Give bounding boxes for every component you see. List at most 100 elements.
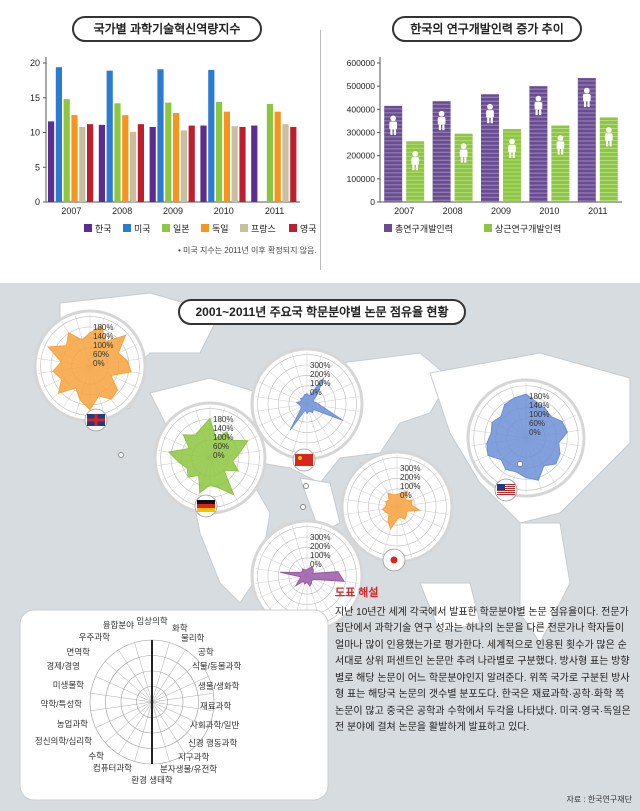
bar	[216, 101, 223, 202]
radar-ring-label: 0%	[400, 491, 412, 500]
flag-part	[497, 484, 505, 490]
legend-spoke	[104, 661, 153, 703]
flag-part	[295, 454, 313, 466]
bar	[63, 99, 70, 202]
legend-spoke	[151, 701, 186, 755]
field-label: 컴퓨터과학	[93, 763, 132, 773]
field-label: 경제/경영	[46, 661, 80, 671]
radar-spoke	[267, 541, 308, 577]
radar-spoke	[278, 360, 308, 405]
x-tick-label: 2010	[214, 206, 234, 216]
flag-part	[197, 500, 215, 504]
radar-ring-label: 0%	[310, 388, 322, 397]
x-tick-label: 2007	[394, 206, 414, 216]
land-shape	[519, 522, 571, 644]
y-tick-label: 15	[30, 93, 40, 103]
connector-dot	[517, 461, 523, 467]
person-icon	[486, 103, 494, 124]
bar	[251, 125, 258, 202]
radar-ring-label: 100%	[400, 482, 420, 491]
x-tick-label: 2009	[163, 206, 183, 216]
legend-swatch	[384, 224, 392, 232]
radar-ring-label: 100%	[310, 551, 330, 560]
flag-part	[497, 486, 515, 487]
radar-spoke	[259, 403, 308, 426]
radar-ring-label: 200%	[400, 473, 420, 482]
legend-swatch	[162, 224, 170, 232]
radar-cn: 300%200%100%0%	[250, 347, 364, 472]
radar-shape	[486, 393, 568, 481]
flag-part	[390, 556, 398, 564]
connector-dot	[303, 483, 309, 489]
bar	[529, 86, 548, 202]
bar	[114, 103, 121, 202]
connector-dot	[300, 504, 306, 510]
chart1-title: 국가별 과학기술혁신역량지수	[72, 16, 262, 42]
person-icon	[534, 95, 543, 116]
bar	[503, 129, 521, 202]
bar	[157, 69, 164, 202]
land-shape	[419, 582, 481, 634]
bar	[481, 94, 499, 202]
bar	[274, 111, 281, 202]
legend-spoke	[118, 649, 153, 703]
legend-label: 한국	[95, 224, 112, 234]
bar	[223, 111, 230, 202]
legend-spoke	[151, 701, 170, 762]
legend-spoke	[151, 642, 170, 703]
person-icon	[411, 150, 420, 171]
field-label: 융합분야	[103, 620, 134, 630]
bar	[106, 70, 113, 202]
field-label: 면역학	[67, 647, 91, 657]
field-label: 농업과학	[57, 719, 88, 729]
legend-label: 미국	[134, 224, 151, 234]
bar	[55, 67, 62, 202]
legend-label: 영국	[300, 224, 317, 234]
radar-spoke	[292, 526, 308, 577]
radar-spoke	[255, 575, 308, 584]
explanation-heading: 도표 해설	[335, 587, 379, 599]
field-label: 우주과학	[79, 632, 110, 642]
person-icon	[582, 87, 591, 108]
field-label: 생물/생화학	[198, 681, 240, 691]
radar-ring-label: 60%	[93, 350, 109, 359]
bar	[290, 126, 297, 202]
radar-ring-label: 300%	[310, 533, 330, 542]
legend-spoke	[151, 649, 186, 703]
legend-label: 독일	[212, 224, 229, 234]
bar	[384, 105, 403, 202]
radar-de: 180%140%100%60%0%	[153, 401, 267, 518]
legend-spoke	[134, 701, 153, 762]
legend-spoke	[151, 661, 200, 703]
innovation-index-chart: 0 5 10 15 20 2007 2008 2009 2010 2011 한국 미국 일본 독일 프랑스 영…	[30, 57, 317, 234]
explanation-box: 도표 해설 지난 10년간 세계 각국에서 발표한 학문분야별 논문 점유율이다…	[335, 585, 635, 737]
bar	[180, 130, 187, 202]
bar	[454, 133, 473, 202]
field-label: 수학	[88, 751, 104, 761]
x-tick-label: 2008	[443, 206, 463, 216]
y-tick-label: 200000	[347, 151, 376, 161]
person-icon	[556, 135, 565, 155]
bar	[282, 124, 289, 202]
radar-ring-label: 60%	[529, 419, 545, 428]
bar	[71, 115, 78, 202]
bar	[551, 125, 570, 202]
legend-spoke	[151, 701, 209, 728]
radar-ring-label: 180%	[213, 415, 233, 424]
field-label: 식물/동물과학	[192, 661, 241, 671]
y-tick-label: 300000	[347, 128, 376, 138]
radar-shape	[47, 325, 132, 411]
bar	[599, 117, 618, 202]
y-tick-label: 0	[370, 197, 375, 207]
bar	[432, 101, 451, 202]
y-tick-label: 500000	[347, 81, 376, 91]
radar-ring-label: 100%	[93, 341, 113, 350]
flag-part	[298, 456, 302, 460]
field-label: 분자생물/유전학	[160, 764, 217, 774]
legend-swatch	[240, 224, 248, 232]
radar-ring-label: 140%	[529, 401, 549, 410]
bar	[79, 126, 86, 202]
bar	[48, 121, 55, 202]
rd-workforce-chart: 0 100000 200000 300000 400000 500000 600000 200…	[347, 57, 622, 234]
